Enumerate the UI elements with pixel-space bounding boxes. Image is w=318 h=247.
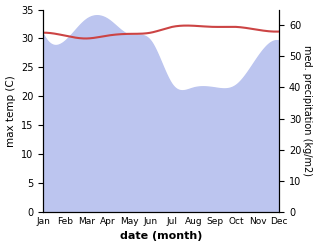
Y-axis label: med. precipitation (kg/m2): med. precipitation (kg/m2) <box>302 45 313 176</box>
Y-axis label: max temp (C): max temp (C) <box>5 75 16 147</box>
X-axis label: date (month): date (month) <box>120 231 203 242</box>
